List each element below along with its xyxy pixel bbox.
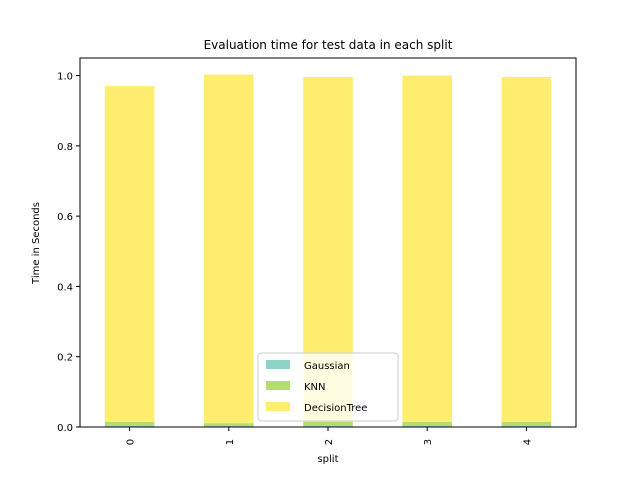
bar-knn-3 bbox=[402, 421, 452, 426]
bar-gaussian-2 bbox=[303, 425, 353, 427]
ticks-group: 0 1 2 3 4 0.0 0.2 0.4 0.6 0.8 1.0 bbox=[57, 72, 533, 446]
bar-decisiontree-4 bbox=[501, 76, 552, 422]
legend-label-decisiontree: DecisionTree bbox=[304, 403, 367, 414]
bar-gaussian-3 bbox=[402, 425, 452, 427]
plot-frame bbox=[79, 57, 577, 428]
legend-swatch-knn bbox=[266, 381, 290, 390]
y-tick-label-0.8: 0.8 bbox=[57, 142, 73, 153]
y-tick-label-1.0: 1.0 bbox=[57, 72, 73, 83]
bar-gaussian-1 bbox=[204, 425, 254, 427]
x-tick-label-1: 1 bbox=[225, 439, 236, 445]
bar-decisiontree-3 bbox=[402, 75, 452, 422]
x-tick-label-4: 4 bbox=[522, 439, 533, 445]
legend-box bbox=[257, 352, 399, 422]
legend: Gaussian KNN DecisionTree bbox=[257, 352, 399, 422]
y-tick-label-0.2: 0.2 bbox=[57, 353, 73, 364]
legend-swatch-decisiontree bbox=[266, 402, 290, 411]
bar-knn-4 bbox=[501, 421, 552, 426]
legend-label-knn: KNN bbox=[304, 382, 326, 393]
bar-decisiontree-1 bbox=[204, 74, 254, 424]
bar-gaussian-0 bbox=[104, 425, 155, 427]
x-tick-label-2: 2 bbox=[324, 439, 335, 445]
x-tick-label-0: 0 bbox=[126, 439, 137, 445]
chart-title: Evaluation time for test data in each sp… bbox=[204, 38, 453, 52]
y-tick-label-0.6: 0.6 bbox=[57, 212, 73, 223]
y-axis-label: Time in Seconds bbox=[31, 202, 42, 285]
bar-knn-1 bbox=[204, 423, 254, 426]
legend-swatch-gaussian bbox=[266, 360, 290, 369]
bar-knn-2 bbox=[303, 421, 353, 426]
legend-label-gaussian: Gaussian bbox=[304, 361, 350, 372]
bar-decisiontree-0 bbox=[104, 86, 155, 422]
x-tick-label-3: 3 bbox=[423, 439, 434, 445]
x-axis-label: split bbox=[317, 454, 338, 465]
bar-gaussian-4 bbox=[501, 425, 552, 427]
y-tick-label-0.0: 0.0 bbox=[57, 423, 73, 434]
y-tick-label-0.4: 0.4 bbox=[57, 282, 73, 293]
bar-knn-0 bbox=[104, 421, 155, 426]
